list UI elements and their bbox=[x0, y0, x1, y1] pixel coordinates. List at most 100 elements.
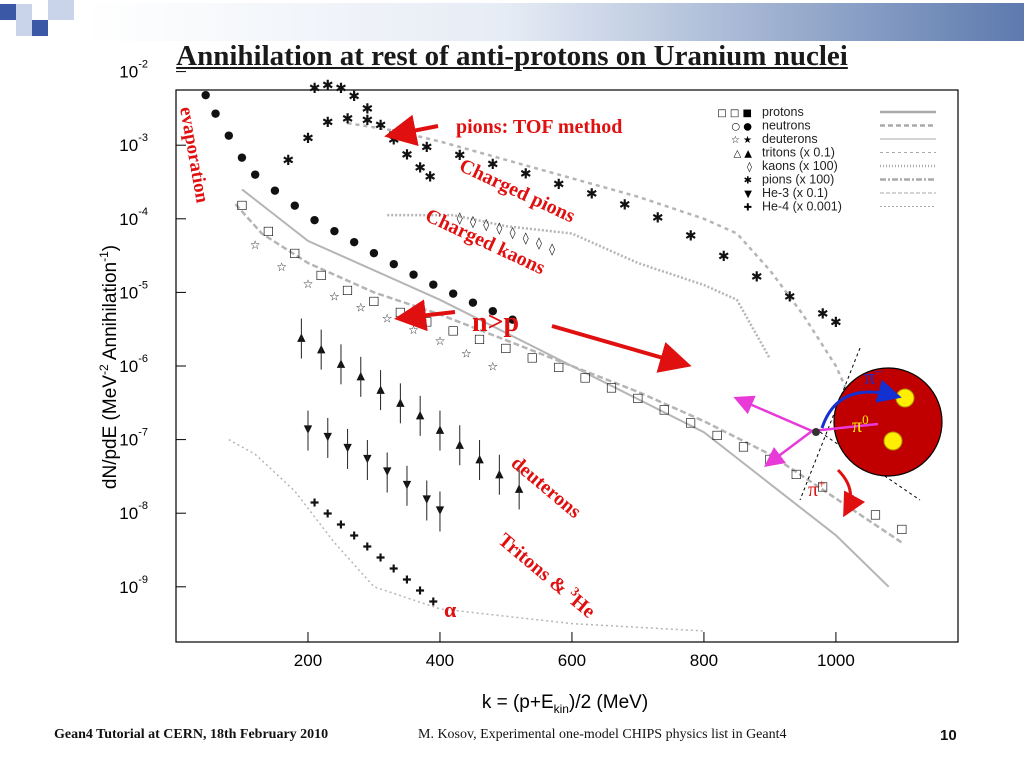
data-point: ● bbox=[201, 88, 211, 101]
data-point: ✚ bbox=[416, 585, 425, 598]
data-point: ✚ bbox=[323, 507, 332, 520]
annotation-alpha: α bbox=[444, 597, 457, 622]
series-pions-x-100-: ✱✱✱✱✱✱✱✱✱✱✱✱✱✱✱✱✱✱✱✱ bbox=[282, 111, 841, 331]
data-point: ✚ bbox=[336, 518, 345, 531]
y-tick-label: 10-2 bbox=[119, 59, 148, 82]
data-point: ✚ bbox=[429, 596, 438, 609]
pi-plus-arrow bbox=[836, 468, 866, 518]
logo-square-4 bbox=[48, 0, 74, 20]
data-point: □ bbox=[659, 402, 670, 416]
data-point: □ bbox=[263, 223, 274, 237]
data-point: □ bbox=[579, 370, 590, 384]
legend-symbols: ○ ● bbox=[731, 122, 752, 133]
theory-curve bbox=[347, 121, 864, 426]
legend-label: protons bbox=[762, 105, 804, 119]
data-point: ☆ bbox=[303, 277, 314, 291]
legend-symbols: □ □ ■ bbox=[717, 108, 752, 119]
data-point: ✱ bbox=[751, 270, 763, 286]
data-point: ● bbox=[270, 184, 280, 197]
data-point: ● bbox=[224, 128, 234, 141]
data-point: ◊ bbox=[549, 242, 555, 256]
data-point: □ bbox=[870, 507, 881, 521]
data-point: ✱ bbox=[375, 118, 387, 134]
data-point: ☆ bbox=[329, 290, 340, 304]
data-point: ● bbox=[250, 167, 260, 180]
y-tick-label: 10-3 bbox=[119, 132, 148, 155]
data-point: □ bbox=[236, 198, 247, 212]
data-point: □ bbox=[738, 439, 749, 453]
data-point: ● bbox=[369, 246, 379, 259]
legend-label: He-3 (x 0.1) bbox=[762, 186, 828, 200]
pion-arrow-down bbox=[764, 430, 813, 467]
data-point: □ bbox=[791, 466, 802, 480]
pi-minus-arrow bbox=[820, 379, 902, 429]
data-point: ✚ bbox=[310, 496, 319, 509]
slide-title: Annihilation at rest of anti-protons on … bbox=[176, 40, 848, 72]
data-point: □ bbox=[500, 340, 511, 354]
legend: □ □ ■ protons ○ ● neutrons ☆ ★ deuterons △ ▲ tr… bbox=[717, 105, 936, 214]
data-point: ● bbox=[290, 198, 300, 211]
theory-curve bbox=[241, 188, 890, 588]
logo-square-1 bbox=[0, 4, 16, 20]
arrow-n-gt-p-left bbox=[394, 299, 456, 332]
data-point: ✱ bbox=[685, 228, 697, 244]
data-point: ◊ bbox=[470, 215, 476, 229]
data-point: ☆ bbox=[276, 260, 287, 274]
data-point: ● bbox=[349, 235, 359, 248]
pi-zero-label: π0 bbox=[852, 412, 869, 437]
data-point: ✱ bbox=[487, 157, 499, 173]
x-tick-label: 400 bbox=[426, 651, 454, 670]
data-point: □ bbox=[447, 323, 458, 337]
page-number: 10 bbox=[940, 727, 957, 744]
data-point: ● bbox=[448, 287, 458, 300]
x-axis-title: k = (p+Ekin)/2 (MeV) bbox=[482, 692, 648, 716]
data-point: ☆ bbox=[435, 334, 446, 348]
data-point: ● bbox=[211, 106, 221, 119]
series-he-3-x-0-1-: ▼▼▼▼▼▼▼▼ bbox=[304, 410, 445, 532]
y-tick-label: 10-8 bbox=[119, 500, 148, 523]
x-tick-label: 200 bbox=[294, 651, 322, 670]
data-point: ✱ bbox=[830, 315, 842, 331]
pion-arrow-left bbox=[733, 395, 813, 433]
data-point: ✚ bbox=[389, 563, 398, 576]
nucleon-dot bbox=[883, 431, 903, 451]
data-point: ✱ bbox=[302, 131, 314, 147]
pi-plus-label: π+ bbox=[808, 476, 825, 501]
footer-tutorial-info: Gean4 Tutorial at CERN, 18th February 20… bbox=[54, 727, 329, 742]
data-point: ● bbox=[310, 213, 320, 226]
data-point: ● bbox=[429, 278, 439, 291]
legend-label: neutrons bbox=[762, 119, 811, 133]
legend-symbols: ✚ bbox=[744, 203, 752, 214]
data-point: ☆ bbox=[355, 301, 366, 315]
data-point: ✱ bbox=[421, 140, 433, 156]
x-tick-label: 800 bbox=[690, 651, 718, 670]
data-point: ◊ bbox=[457, 211, 463, 225]
data-point: ☆ bbox=[487, 360, 498, 374]
data-point: ✱ bbox=[817, 306, 829, 322]
data-point: ✚ bbox=[376, 552, 385, 565]
data-point: ◊ bbox=[510, 226, 516, 240]
data-point: ✱ bbox=[454, 148, 466, 164]
legend-label: pions (x 100) bbox=[762, 173, 834, 187]
data-point: □ bbox=[606, 380, 617, 394]
series-he-4-x-0-001-: ✚ ✚ ✚ ✚ ✚ ✚ ✚ ✚ ✚ ✚ bbox=[310, 496, 438, 608]
data-point: ✱ bbox=[342, 111, 354, 127]
data-point: ✱ bbox=[718, 249, 730, 265]
data-point: □ bbox=[316, 268, 327, 282]
data-point: ☆ bbox=[408, 323, 419, 337]
data-point: ☆ bbox=[461, 346, 472, 360]
nucleus-diagram: π– π0 π+ bbox=[733, 347, 943, 518]
data-point: □ bbox=[817, 479, 828, 493]
legend-symbols: △ ▲ bbox=[733, 149, 752, 160]
annotation-pions-tof: pions: TOF method bbox=[456, 116, 622, 138]
data-point: ✱ bbox=[520, 166, 532, 182]
data-point: ✱ bbox=[619, 197, 631, 213]
annotation-n-gt-p: n>p bbox=[472, 307, 519, 338]
series-kaons-x-100-: ◊ ◊ ◊ ◊ ◊ ◊ ◊ ◊ bbox=[457, 211, 555, 256]
series-tritons-x-0-1-: ▲▲▲▲▲▲▲▲▲▲▲▲ bbox=[297, 318, 524, 510]
data-point: ✱ bbox=[282, 153, 294, 169]
data-point: ✚ bbox=[402, 574, 411, 587]
antiproton-dot bbox=[895, 388, 915, 408]
data-point: ● bbox=[488, 304, 498, 317]
